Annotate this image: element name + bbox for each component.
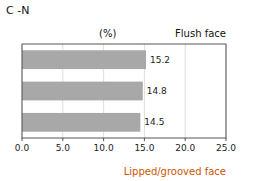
data-label: 14.5 bbox=[144, 117, 164, 127]
axis-label: (%) bbox=[99, 28, 116, 39]
tick-label: 15.0 bbox=[134, 143, 154, 153]
bar bbox=[22, 82, 143, 101]
tick-label: 10.0 bbox=[94, 143, 114, 153]
bar bbox=[22, 113, 140, 132]
title: C -N bbox=[6, 4, 29, 17]
tick-label: 5.0 bbox=[56, 143, 71, 153]
tick-label: 0.0 bbox=[15, 143, 30, 153]
tick-mark bbox=[62, 138, 63, 141]
annotation: Lipped/grooved face bbox=[124, 166, 226, 177]
tick-mark bbox=[103, 138, 104, 141]
tick-mark bbox=[22, 138, 23, 141]
chart-container: 15.2 14.8 14.5 0.0 5.0 10.0 15.0 20.0 25.0 C -N (%… bbox=[0, 0, 256, 181]
data-label: 15.2 bbox=[150, 55, 170, 65]
tick-mark bbox=[226, 138, 227, 141]
bars bbox=[22, 50, 146, 131]
tick-mark bbox=[185, 138, 186, 141]
grid bbox=[22, 44, 226, 138]
plot-frame bbox=[22, 44, 226, 138]
tick-mark bbox=[144, 138, 145, 141]
data-label: 14.8 bbox=[147, 86, 167, 96]
tick-label: 25.0 bbox=[216, 143, 236, 153]
grid-line bbox=[185, 44, 186, 138]
annotation: Flush face bbox=[175, 28, 226, 39]
tick-label: 20.0 bbox=[175, 143, 195, 153]
chart: 15.2 14.8 14.5 0.0 5.0 10.0 15.0 20.0 25.0 C -N (%… bbox=[0, 0, 256, 181]
bar bbox=[22, 50, 146, 69]
